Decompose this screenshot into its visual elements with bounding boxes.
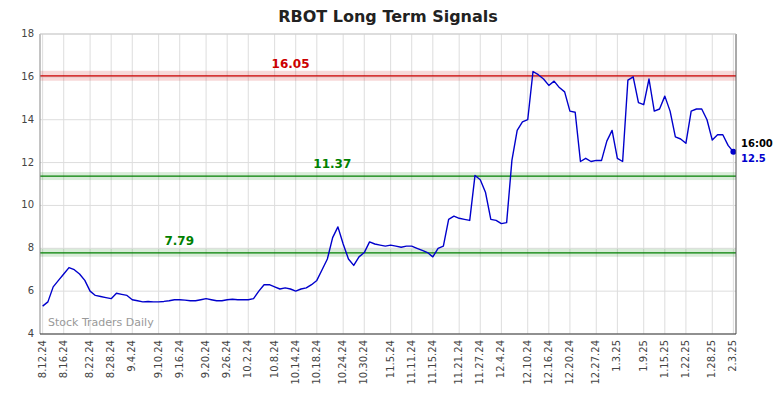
y-tick-label: 18: [21, 28, 34, 39]
x-tick-label: 12.10.24: [522, 340, 533, 385]
x-tick-label: 1.22.25: [680, 340, 691, 378]
x-tick-label: 11.15.24: [427, 340, 438, 385]
x-tick-label: 9.10.24: [153, 340, 164, 378]
reference-band: [40, 172, 736, 180]
x-tick-label: 11.27.24: [474, 340, 485, 385]
x-tick-label: 12.27.24: [590, 340, 601, 385]
y-tick-label: 4: [28, 328, 34, 339]
x-tick-label: 12.16.24: [543, 340, 554, 385]
reference-line: [40, 252, 736, 253]
grid: [40, 34, 736, 334]
y-grid-line: [40, 34, 736, 35]
y-grid-line: [40, 205, 736, 206]
reference-label: 11.37: [313, 157, 351, 171]
y-grid-line: [40, 162, 736, 163]
x-tick-label: 8.22.24: [84, 340, 95, 378]
x-tick-label: 8.28.24: [105, 340, 116, 378]
reference-line: [40, 175, 736, 176]
x-tick-label: 10.30.24: [358, 340, 369, 385]
plot-area: [40, 71, 736, 306]
y-tick-label: 6: [28, 285, 34, 296]
x-tick-label: 9.4.24: [126, 340, 137, 372]
x-tick-label: 11.11.24: [406, 340, 417, 385]
reference-band: [40, 249, 736, 257]
x-tick-label: 9.16.24: [174, 340, 185, 378]
y-grid-line: [40, 119, 736, 120]
last-price-label: 12.5: [741, 153, 766, 164]
x-tick-label: 1.9.25: [638, 340, 649, 372]
reference-band: [40, 71, 736, 81]
y-grid-line: [40, 291, 736, 292]
y-tick-label: 12: [21, 157, 34, 168]
last-point: [730, 149, 736, 155]
watermark: Stock Traders Daily: [48, 316, 154, 329]
x-tick-label: 2.3.25: [727, 340, 738, 372]
reference-line: [40, 75, 736, 76]
reference-label: 7.79: [164, 234, 194, 248]
x-tick-label: 10.14.24: [290, 340, 301, 385]
chart: RBOT Long Term Signals 4 6 8 10 12 14 16 18 8.12.…: [0, 0, 784, 398]
y-grid-line: [40, 248, 736, 249]
x-tick-label: 10.8.24: [269, 340, 280, 378]
x-tick-label: 9.26.24: [221, 340, 232, 378]
x-tick-label: 1.15.25: [659, 340, 670, 378]
y-grid-line: [40, 334, 736, 335]
y-tick-label: 16: [21, 71, 34, 82]
y-tick-label: 10: [21, 199, 34, 210]
x-tick-label: 10.24.24: [337, 340, 348, 385]
right-border: [736, 34, 737, 334]
title: RBOT Long Term Signals: [278, 7, 498, 26]
top-border: [40, 34, 736, 35]
x-tick-label: 11.5.24: [385, 340, 396, 378]
x-tick-label: 8.12.24: [37, 340, 48, 378]
y-tick-label: 14: [21, 114, 34, 125]
x-tick-label: 12.4.24: [495, 340, 506, 378]
last-time-label: 16:00: [741, 138, 773, 149]
x-tick-label: 8.16.24: [58, 340, 69, 378]
x-tick-label: 1.3.25: [611, 340, 622, 372]
y-axis-line: [40, 34, 41, 334]
x-axis-line: [40, 334, 736, 335]
x-tick-label: 9.20.24: [200, 340, 211, 378]
reference-label: 16.05: [272, 57, 310, 71]
x-tick-label: 10.18.24: [311, 340, 322, 385]
x-tick-label: 11.21.24: [453, 340, 464, 385]
x-tick-label: 10.2.24: [242, 340, 253, 378]
y-tick-label: 8: [28, 242, 34, 253]
x-tick-label: 1.28.25: [706, 340, 717, 378]
price-line: [43, 72, 734, 307]
x-tick-label: 12.20.24: [564, 340, 575, 385]
